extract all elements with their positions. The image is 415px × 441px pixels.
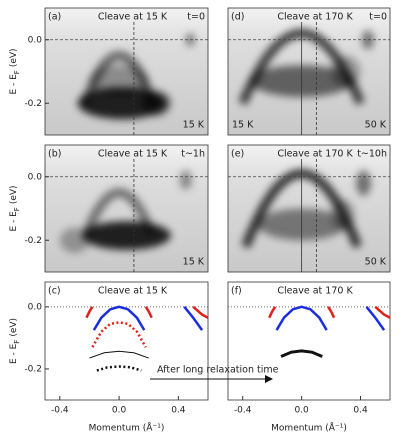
- band-blob: [141, 90, 171, 116]
- panel-frame: [44, 144, 209, 273]
- panel: 0.0 -0.2 -0.4 0.0 0.4 (c) Cleave at 15 K Moment…: [9, 281, 209, 434]
- temp-label: 15 K: [183, 257, 205, 268]
- band-curve: [275, 305, 328, 331]
- band-curve: [91, 321, 147, 348]
- intensity-map: [45, 8, 208, 135]
- y-axis-label: E - EF (eV): [9, 185, 22, 231]
- band-curve: [327, 306, 336, 319]
- y-label-unit: (eV): [9, 318, 19, 337]
- x-tick-label: -0.4: [51, 406, 69, 416]
- y-label-sub: F: [13, 207, 21, 211]
- x-tick-label: 0.4: [353, 406, 368, 416]
- x-tick-label: 0.4: [171, 406, 186, 416]
- temp-label: 15 K: [232, 120, 254, 131]
- y-tick-label: 0.0: [28, 302, 43, 312]
- band-blob: [331, 55, 361, 88]
- bands: [59, 170, 192, 253]
- band-curve: [192, 305, 209, 319]
- temp-label: 50 K: [365, 257, 387, 268]
- time-label: t=0: [187, 12, 205, 23]
- y-axis-label: E - EF (eV): [9, 48, 22, 94]
- x-tick-label: -0.4: [234, 406, 252, 416]
- panel: (d) Cleave at 170 K t=0 50 K 15 K: [227, 7, 391, 136]
- panel-label: (b): [48, 149, 61, 160]
- map-background: [45, 145, 208, 272]
- y-tick-label: -0.2: [24, 236, 42, 246]
- band-curve: [96, 365, 142, 372]
- band-curve: [268, 306, 277, 319]
- band-blob: [331, 198, 355, 231]
- y-label-sub: F: [13, 70, 21, 74]
- y-tick-label: -0.2: [24, 99, 42, 109]
- band-curve: [183, 306, 204, 331]
- panel-label: (f): [231, 286, 242, 297]
- panel: 0.0 -0.2 (b) Cleave at 15 K t~1h 15 K E - EF (e…: [9, 144, 209, 273]
- band-blob: [59, 227, 90, 253]
- time-label: t=0: [369, 12, 387, 23]
- panel-title: Cleave at 170 K: [277, 12, 353, 23]
- band-curve: [280, 349, 323, 358]
- panel-title: Cleave at 15 K: [98, 149, 168, 160]
- temp-label: 15 K: [183, 120, 205, 131]
- panel-label: (a): [48, 12, 61, 23]
- panel-title: Cleave at 170 K: [277, 286, 353, 297]
- band-curve: [144, 306, 153, 319]
- y-label-unit: (eV): [9, 185, 19, 204]
- band-curve: [89, 350, 149, 359]
- panel: (e) Cleave at 170 K t~10h 50 K: [227, 144, 391, 273]
- panel-label: (c): [48, 286, 61, 297]
- panel-title: Cleave at 15 K: [98, 12, 168, 23]
- temp-label: 50 K: [365, 120, 387, 131]
- panel: 0.0 -0.2 (a) Cleave at 15 K t=0 15 K E - EF (eV…: [9, 7, 209, 136]
- panel-frame: [44, 7, 209, 136]
- band-blob: [82, 221, 171, 250]
- intensity-map: [228, 145, 390, 272]
- time-label: t~1h: [181, 149, 205, 160]
- band-curve: [365, 306, 386, 331]
- band-blob: [362, 30, 374, 50]
- band-arc: [82, 188, 156, 236]
- y-label-main: E - E: [9, 343, 19, 364]
- panel-title: Cleave at 170 K: [277, 149, 353, 160]
- intensity-map: [45, 145, 208, 272]
- band-blob: [77, 87, 167, 120]
- y-label-sub: F: [13, 340, 21, 344]
- y-tick-label: -0.2: [24, 364, 42, 374]
- panel-frame: [227, 7, 391, 136]
- panel-frame: [44, 281, 209, 401]
- band-blob: [356, 170, 371, 196]
- y-label-main: E - E: [9, 211, 19, 232]
- y-label-unit: (eV): [9, 48, 19, 67]
- y-label-main: E - E: [9, 74, 19, 95]
- panel-frame: [227, 281, 391, 401]
- panel-label: (e): [231, 149, 244, 160]
- band-curve: [92, 305, 146, 331]
- panel: -0.4 0.0 0.4 (f) Cleave at 170 K Momentum (Å⁻…: [227, 281, 391, 434]
- band-arc: [80, 51, 158, 105]
- panel-title: Cleave at 15 K: [98, 286, 168, 297]
- x-axis-label: Momentum (Å⁻¹): [89, 422, 165, 434]
- panel-frame: [227, 144, 391, 273]
- y-tick-label: 0.0: [28, 35, 43, 45]
- annotation: After long relaxation time: [157, 365, 279, 376]
- x-tick-label: 0.0: [112, 406, 127, 416]
- panel-label: (d): [231, 12, 244, 23]
- x-tick-label: 0.0: [294, 406, 309, 416]
- y-tick-label: 0.0: [28, 172, 43, 182]
- intensity-map: [228, 8, 390, 135]
- x-axis-label: Momentum (Å⁻¹): [271, 422, 347, 434]
- time-label: t~10h: [357, 149, 387, 160]
- band-curve: [374, 305, 391, 319]
- band-curve: [85, 306, 94, 319]
- band-blob: [179, 170, 192, 190]
- map-background: [228, 145, 390, 272]
- y-axis-label: E - EF (eV): [9, 318, 22, 364]
